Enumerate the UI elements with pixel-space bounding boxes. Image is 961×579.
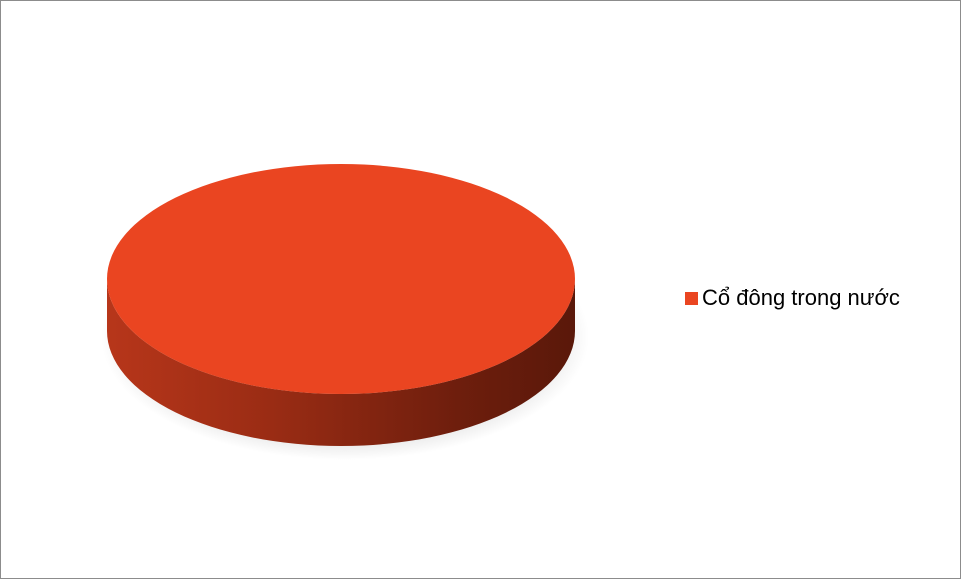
- legend-label: Cổ đông trong nước: [702, 285, 900, 310]
- pie-slice: [107, 164, 575, 394]
- pie-slice-side: [107, 279, 575, 446]
- legend-swatch: [685, 291, 698, 305]
- legend-item: Cổ đông trong nước: [685, 285, 900, 311]
- legend: Cổ đông trong nước: [685, 285, 900, 311]
